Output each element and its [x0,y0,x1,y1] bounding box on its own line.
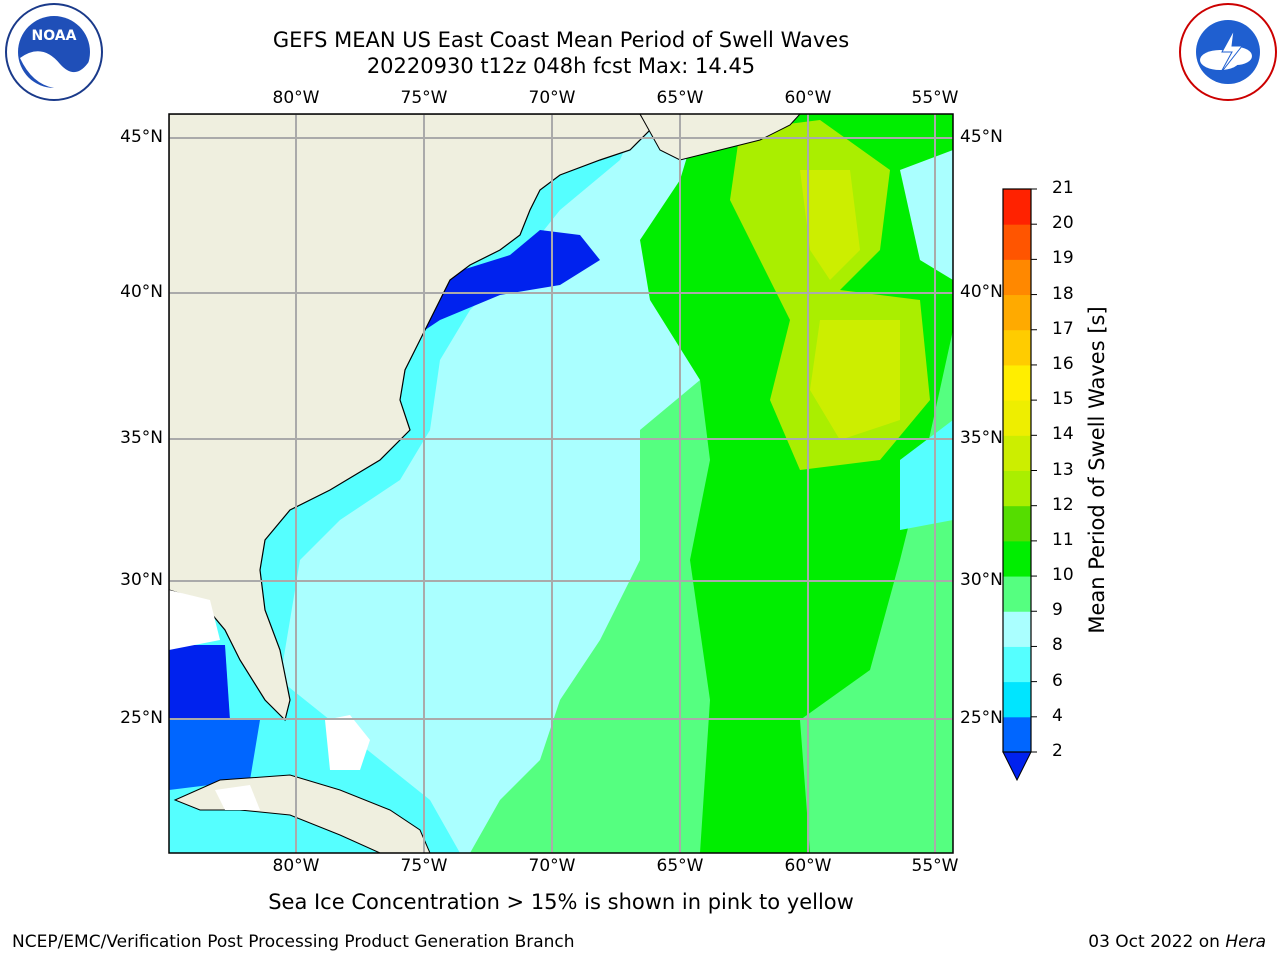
lon-label-top-80w: 80°W [272,88,320,108]
colorbar-frame [1002,188,1032,753]
lon-label-bottom-60w: 60°W [784,856,832,876]
colorbar-bin [1003,259,1031,296]
colorbar-bin [1003,470,1031,507]
colorbar-tick-label: 17 [1052,318,1074,339]
lat-label-right-40n: 40°N [960,282,1003,302]
lat-label-right-45n: 45°N [960,127,1003,147]
colorbar-tick-label: 2 [1052,741,1063,761]
colorbar-tick-label: 21 [1052,178,1074,198]
colorbar-bin [1003,611,1031,647]
field-yellow-2 [810,320,900,440]
field-blue-gulf [169,645,230,720]
colorbar-tick-label: 6 [1052,670,1063,691]
colorbar-tick-label: 12 [1052,494,1074,515]
footer-credit: NCEP/EMC/Verification Post Processing Pr… [12,932,575,952]
footer-date: 03 Oct 2022 on Hera [1088,932,1266,952]
lon-label-bottom-75w: 75°W [400,856,448,876]
colorbar-bin [1003,505,1031,542]
colorbar-bin [1003,400,1031,436]
colorbar-tick-label: 11 [1052,529,1074,550]
footer-date-text: 03 Oct 2022 on [1088,932,1226,952]
nws-logo [1179,3,1277,101]
colorbar-bin [1003,329,1031,366]
colorbar-tick-label: 4 [1052,705,1063,726]
lat-label-left-35n: 35°N [120,428,163,448]
colorbar-underflow [1002,751,1032,782]
colorbar-tick-label: 9 [1052,600,1063,621]
graticule [169,114,953,853]
colorbar-bin [1003,364,1031,401]
nodata-cuba-n [215,785,260,810]
sea-ice-note: Sea Ice Concentration > 15% is shown in … [268,890,854,914]
lat-label-right-25n: 25°N [960,708,1003,728]
colorbar-tick-label: 14 [1052,424,1074,445]
colorbar-tick-label: 19 [1052,248,1074,269]
field-blue [425,230,600,330]
lon-label-top-70w: 70°W [528,88,576,108]
colorbar-title: Mean Period of Swell Waves [s] [1085,306,1109,634]
colorbar-tick-label: 18 [1052,283,1074,304]
colorbar-tick-label: 16 [1052,353,1074,374]
lat-label-right-35n: 35°N [960,428,1003,448]
map-frame [168,113,954,854]
chart-title: GEFS MEAN US East Coast Mean Period of S… [272,28,850,52]
nodata-bahamas [325,715,370,770]
lat-label-left-45n: 45°N [120,127,163,147]
colorbar-bin [1003,435,1031,471]
lon-label-bottom-65w: 65°W [656,856,704,876]
nodata-gulf [169,590,220,650]
field-east-cyan [900,150,953,280]
lon-label-top-65w: 65°W [656,88,704,108]
lon-label-bottom-70w: 70°W [528,856,576,876]
colorbar-bin [1003,576,1031,612]
footer-host: Hera [1225,932,1266,952]
colorbar-tick-label: 20 [1052,213,1074,234]
field-east-cyan-2 [900,420,953,530]
colorbar-bin [1003,189,1031,225]
chart-subtitle: 20220930 t12z 048h fcst Max: 14.45 [366,54,756,78]
colorbar-bin [1003,540,1031,577]
colorbar-bin [1003,716,1031,753]
lon-label-bottom-55w: 55°W [911,856,959,876]
colorbar-tick-label: 10 [1052,565,1074,586]
lon-label-top-55w: 55°W [911,88,959,108]
lon-label-top-75w: 75°W [400,88,448,108]
colorbar-bin [1003,646,1031,683]
map-plot-area [169,114,953,853]
lon-label-top-60w: 60°W [784,88,832,108]
land-us [169,114,651,722]
field-yellow [800,170,860,280]
svg-text:NOAA: NOAA [32,28,77,44]
colorbar-bin [1003,294,1031,331]
colorbar-tick-label: 13 [1052,459,1074,480]
lat-label-left-30n: 30°N [120,570,163,590]
lon-label-bottom-80w: 80°W [272,856,320,876]
noaa-logo: NOAA [5,3,103,101]
colorbar-tick-label: 15 [1052,389,1074,410]
colorbar [1003,188,1037,753]
lat-label-left-40n: 40°N [120,282,163,302]
colorbar-bin [1003,224,1031,260]
colorbar-tick-label: 8 [1052,635,1063,656]
field-blue-strait [169,720,260,790]
lat-label-left-25n: 25°N [120,708,163,728]
lat-label-right-30n: 30°N [960,570,1003,590]
colorbar-bin [1003,681,1031,718]
